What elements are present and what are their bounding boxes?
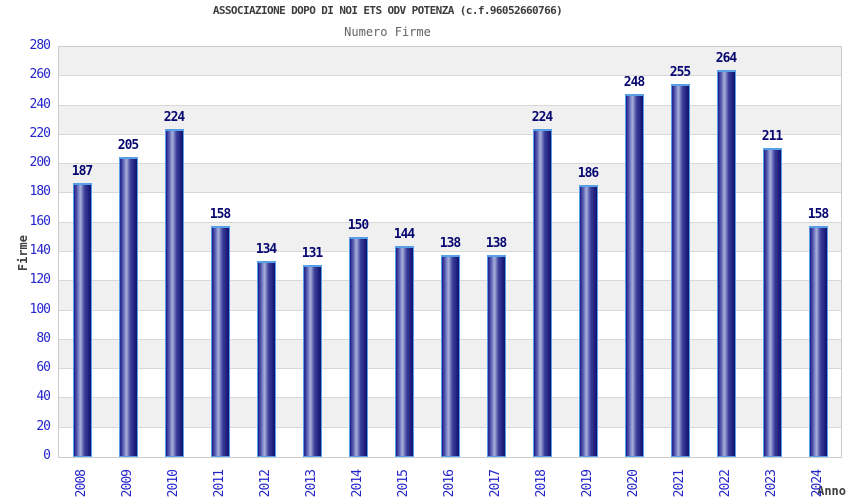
bar xyxy=(72,183,92,457)
bar xyxy=(578,184,598,457)
gridline xyxy=(59,163,841,165)
gridline xyxy=(59,133,841,135)
y-tick-label: 200 xyxy=(29,155,51,171)
bar-value-label: 255 xyxy=(669,64,691,80)
bar xyxy=(670,83,690,457)
bar xyxy=(624,93,644,457)
x-tick-label: 2010 xyxy=(166,469,181,497)
bar-value-label: 138 xyxy=(485,235,507,251)
gridline xyxy=(59,104,841,106)
bar-value-label: 224 xyxy=(163,110,185,125)
y-tick-label: 180 xyxy=(29,184,51,200)
y-tick-label: 120 xyxy=(29,272,51,288)
x-tick-label: 2011 xyxy=(212,469,227,497)
bar xyxy=(532,129,552,457)
plot-band xyxy=(59,193,841,223)
x-tick-label: 2015 xyxy=(396,469,411,497)
y-tick-label: 220 xyxy=(29,125,51,141)
bar xyxy=(348,237,368,457)
bar-value-label: 211 xyxy=(761,129,783,145)
bar xyxy=(486,254,506,457)
x-axis-title: Anno xyxy=(817,484,846,498)
y-tick-label: 140 xyxy=(29,243,51,258)
bar xyxy=(762,148,782,457)
y-tick-label: 100 xyxy=(29,301,51,317)
bar-value-label: 264 xyxy=(715,51,737,67)
x-tick-label: 2023 xyxy=(764,469,779,497)
x-tick-label: 2022 xyxy=(718,469,733,497)
y-tick-label: 80 xyxy=(36,330,51,346)
bar-value-label: 134 xyxy=(255,241,277,257)
bar xyxy=(256,260,276,457)
bar-value-label: 186 xyxy=(577,165,599,181)
x-tick-label: 2024 xyxy=(810,469,825,497)
y-tick-label: 60 xyxy=(36,360,51,376)
x-tick-label: 2013 xyxy=(304,469,319,497)
plot-band xyxy=(59,222,841,252)
bar xyxy=(164,129,184,457)
x-tick-label: 2016 xyxy=(442,469,457,497)
bar xyxy=(440,254,460,457)
plot-band xyxy=(59,47,841,77)
x-tick-label: 2020 xyxy=(626,469,641,497)
y-tick-label: 160 xyxy=(29,213,51,229)
bar-value-label: 158 xyxy=(209,206,231,222)
bar-value-label: 144 xyxy=(393,227,415,243)
y-tick-label: 280 xyxy=(29,38,51,53)
bar-value-label: 158 xyxy=(807,206,829,222)
bar-value-label: 131 xyxy=(301,246,323,262)
y-tick-label: 40 xyxy=(36,389,51,405)
bar xyxy=(118,156,138,457)
bar xyxy=(808,225,828,457)
y-tick-label: 20 xyxy=(36,418,51,434)
y-tick-label: 0 xyxy=(43,448,51,463)
bar xyxy=(394,246,414,457)
bar-value-label: 138 xyxy=(439,235,461,251)
bar-value-label: 205 xyxy=(117,137,139,153)
gridline xyxy=(59,75,841,77)
x-tick-label: 2017 xyxy=(488,469,503,497)
gridline xyxy=(59,221,841,223)
plot-band xyxy=(59,105,841,135)
plot-band xyxy=(59,134,841,165)
gridline xyxy=(59,192,841,194)
gridline xyxy=(59,251,841,252)
chart-title: ASSOCIAZIONE DOPO DI NOI ETS ODV POTENZA… xyxy=(212,4,563,17)
bar-value-label: 224 xyxy=(531,110,553,125)
x-tick-label: 2008 xyxy=(74,469,89,497)
x-tick-label: 2012 xyxy=(258,469,273,497)
y-tick-label: 240 xyxy=(29,96,51,112)
bar-value-label: 248 xyxy=(623,74,645,90)
bar xyxy=(210,225,230,457)
bar xyxy=(716,70,736,457)
x-tick-label: 2018 xyxy=(534,469,549,497)
plot-band xyxy=(59,76,841,106)
chart-subtitle: Numero Firme xyxy=(344,25,431,39)
x-tick-label: 2019 xyxy=(580,469,595,497)
x-tick-label: 2021 xyxy=(672,469,687,497)
bar xyxy=(302,265,322,457)
plot-band xyxy=(59,164,841,194)
bar-value-label: 150 xyxy=(347,218,369,234)
bar-value-label: 187 xyxy=(71,164,93,180)
plot-area: 187 205 224 158 134 131 150 144 138 138 224 186 248 2… xyxy=(58,46,842,458)
y-tick-label: 260 xyxy=(29,67,51,83)
x-tick-label: 2014 xyxy=(350,469,365,497)
x-tick-label: 2009 xyxy=(120,469,135,497)
